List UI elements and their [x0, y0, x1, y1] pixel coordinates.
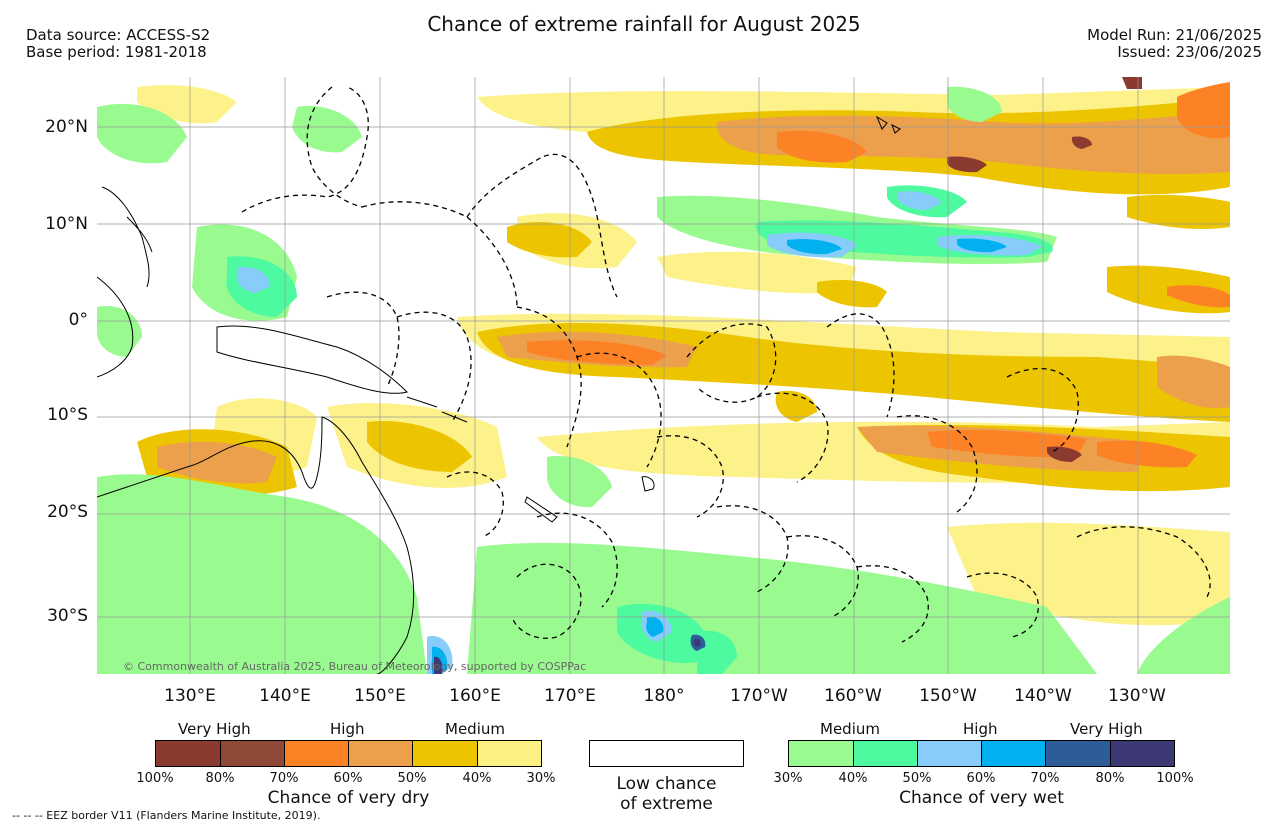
lon-tick-130e: 130°E	[164, 686, 216, 706]
eez-borders	[241, 86, 1211, 643]
wet-legend-caption: Chance of very wet	[899, 788, 1064, 808]
dry-legend-caption: Chance of very dry	[267, 788, 430, 808]
dry-swatch-30-40	[477, 740, 542, 767]
wet-70-100-regions	[434, 634, 706, 674]
dry-tick-80: 80%	[205, 771, 235, 786]
wet-swatch-70-80	[1045, 740, 1111, 767]
wet-category-medium: Medium	[820, 720, 880, 738]
dry-tick-70: 70%	[269, 771, 299, 786]
lat-tick-10n: 10°N	[45, 214, 88, 234]
copyright-text: © Commonwealth of Australia 2025, Bureau…	[123, 660, 587, 673]
data-source-text: Data source: ACCESS-S2	[26, 26, 211, 44]
wet-category-very-high: Very High	[1070, 720, 1143, 738]
wet-tick-100: 100%	[1156, 771, 1194, 786]
issued-text: Issued: 23/06/2025	[1117, 43, 1262, 61]
dry-swatch-50-60	[348, 740, 413, 767]
dry-60-70-regions	[527, 82, 1230, 468]
lon-tick-180: 180°	[643, 686, 685, 706]
wet-tick-50: 50%	[902, 771, 932, 786]
new-caledonia-coast	[524, 496, 558, 523]
lat-tick-0: 0°	[68, 310, 88, 330]
dry-swatch-60-70	[284, 740, 349, 767]
dry-swatch-70-80	[220, 740, 285, 767]
philippines-coast	[101, 186, 153, 288]
header-right: Model Run: 21/06/2025 Issued: 23/06/2025	[1087, 27, 1262, 61]
rainfall-map	[97, 77, 1230, 674]
wet-tick-30: 30%	[773, 771, 803, 786]
fiji-coast	[641, 476, 655, 492]
wet-60-70-regions	[432, 238, 1007, 674]
dry-tick-30: 30%	[526, 771, 556, 786]
lon-tick-160e: 160°E	[449, 686, 501, 706]
wet-tick-60: 60%	[966, 771, 996, 786]
wet-category-high: High	[963, 720, 998, 738]
dry-tick-50: 50%	[397, 771, 427, 786]
borneo-coast	[97, 276, 134, 378]
header-left: Data source: ACCESS-S2 Base period: 1981…	[26, 27, 210, 61]
lon-tick-140e: 140°E	[259, 686, 311, 706]
wet-swatch-60-70	[981, 740, 1046, 767]
low-chance-line1: Low chance	[616, 774, 717, 794]
wet-tick-70: 70%	[1030, 771, 1060, 786]
australia-coast	[97, 416, 415, 674]
hawaii-coast	[875, 115, 901, 134]
dry-tick-100: 100%	[136, 771, 174, 786]
wet-tick-40: 40%	[838, 771, 868, 786]
new-guinea-coast	[216, 325, 408, 394]
base-period-text: Base period: 1981-2018	[26, 43, 207, 61]
dry-category-medium: Medium	[445, 720, 505, 738]
lon-tick-140w: 140°W	[1014, 686, 1072, 706]
wet-swatch-80-100	[1110, 740, 1175, 767]
lat-tick-30s: 30°S	[47, 606, 88, 626]
model-run-text: Model Run: 21/06/2025	[1087, 26, 1262, 44]
dry-tick-60: 60%	[333, 771, 363, 786]
lon-tick-150e: 150°E	[354, 686, 406, 706]
dry-category-high: High	[330, 720, 365, 738]
low-chance-line2: of extreme	[620, 794, 713, 814]
wet-swatch-40-50	[853, 740, 918, 767]
lon-tick-130w: 130°W	[1108, 686, 1166, 706]
lon-tick-150w: 150°W	[919, 686, 977, 706]
low-chance-label: Low chance of extreme	[589, 774, 744, 814]
eez-source-note: -- -- -- EEZ border V11 (Flanders Marine…	[12, 809, 321, 822]
lon-tick-170w: 170°W	[730, 686, 788, 706]
low-chance-swatch	[589, 740, 744, 767]
wet-swatch-30-40	[788, 740, 854, 767]
dry-swatch-40-50	[412, 740, 478, 767]
lat-tick-20n: 20°N	[45, 117, 88, 137]
lat-tick-20s: 20°S	[47, 502, 88, 522]
lat-tick-10s: 10°S	[47, 405, 88, 425]
lon-tick-170e: 170°E	[544, 686, 596, 706]
dry-swatch-80-100	[155, 740, 221, 767]
grid-lines	[97, 77, 1230, 674]
lon-tick-160w: 160°W	[824, 686, 882, 706]
wet-tick-80: 80%	[1095, 771, 1125, 786]
dry-tick-40: 40%	[462, 771, 492, 786]
dry-category-very-high: Very High	[178, 720, 251, 738]
wet-swatch-50-60	[917, 740, 982, 767]
map-title: Chance of extreme rainfall for August 20…	[427, 12, 861, 36]
